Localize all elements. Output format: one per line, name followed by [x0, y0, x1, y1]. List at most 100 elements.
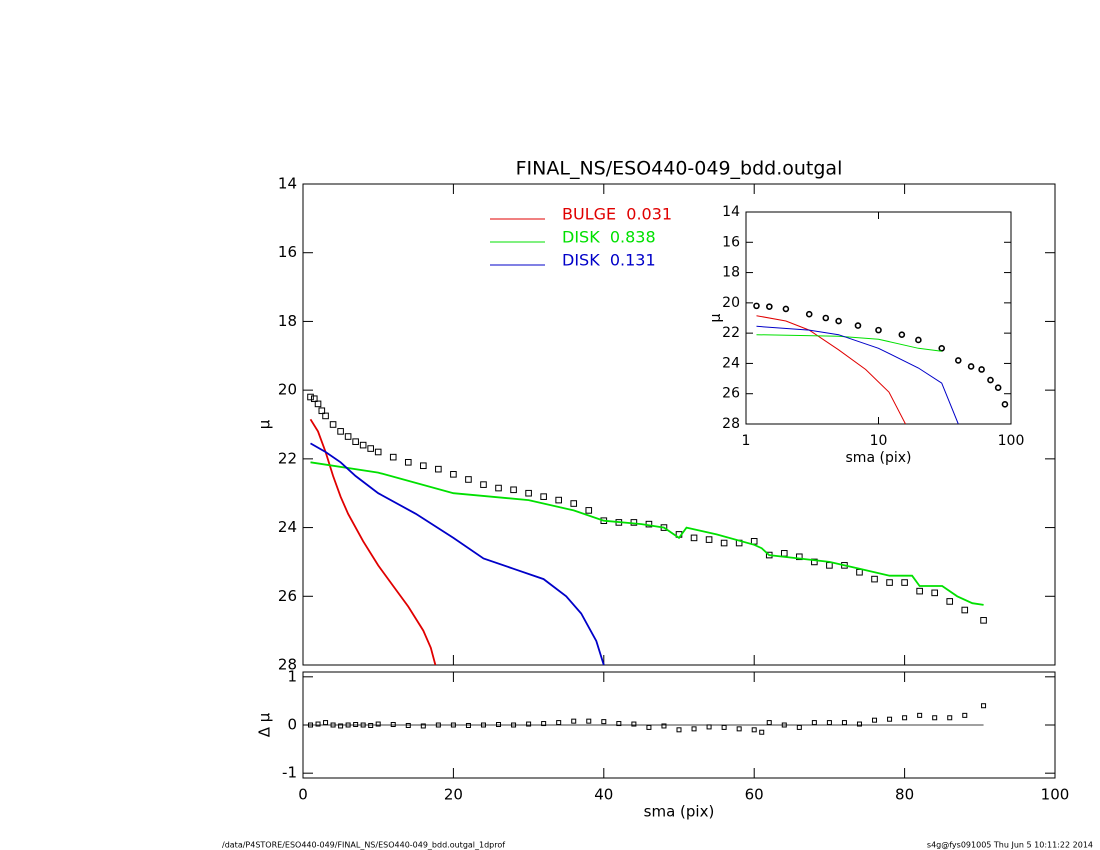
- plot-frame: [745, 211, 1012, 425]
- model-line: [310, 442, 605, 665]
- data-point: [946, 598, 954, 605]
- plot-area: [307, 393, 987, 665]
- data-point: [368, 722, 374, 728]
- data-point: [420, 723, 426, 729]
- x-axis-label: sma (pix): [644, 803, 715, 821]
- x-tick-label: 1: [742, 433, 751, 449]
- data-point: [404, 458, 412, 466]
- y-axis-label: μ: [256, 419, 274, 429]
- data-point: [721, 724, 727, 730]
- data-point: [898, 331, 906, 338]
- data-point: [359, 441, 367, 449]
- data-point: [465, 722, 471, 728]
- y-tick-label: 1: [287, 667, 297, 685]
- data-point: [938, 344, 946, 352]
- data-point: [510, 486, 517, 494]
- x-tick-label: 10: [870, 433, 888, 449]
- data-point: [854, 322, 862, 329]
- data-point: [736, 726, 742, 732]
- data-point: [352, 438, 359, 445]
- y-tick-label: -1: [282, 764, 297, 782]
- y-tick-label: 16: [278, 243, 297, 261]
- data-point: [318, 407, 326, 415]
- data-point: [705, 536, 713, 543]
- data-point: [902, 715, 908, 721]
- data-point: [841, 720, 847, 726]
- y-tick-label: 28: [722, 416, 740, 432]
- y-tick-label: 26: [278, 587, 297, 605]
- data-point: [805, 310, 813, 318]
- data-point: [875, 326, 882, 334]
- data-point: [811, 720, 817, 726]
- data-point: [720, 539, 728, 547]
- data-point: [390, 722, 396, 728]
- x-tick-label: 0: [298, 786, 308, 804]
- data-point: [978, 366, 985, 373]
- data-point: [932, 715, 938, 721]
- data-point: [887, 716, 893, 722]
- chart-title: FINAL_NS/ESO440-049_bdd.outgal: [516, 158, 843, 180]
- data-point: [980, 617, 987, 624]
- y-tick-label: 14: [722, 204, 740, 220]
- data-point: [480, 722, 486, 728]
- data-point: [981, 703, 987, 709]
- data-point: [480, 481, 487, 488]
- data-point: [766, 720, 772, 726]
- data-point: [541, 721, 547, 727]
- data-point: [360, 722, 366, 728]
- data-point: [856, 721, 862, 727]
- model-line: [310, 461, 984, 606]
- data-point: [796, 724, 802, 730]
- data-point: [308, 722, 314, 728]
- x-tick-label: 80: [895, 786, 914, 804]
- data-point: [661, 723, 667, 729]
- data-point: [631, 721, 637, 727]
- y-tick-label: 26: [722, 386, 740, 402]
- y-tick-label: 18: [722, 265, 740, 281]
- data-point: [822, 314, 830, 322]
- y-tick-label: 0: [287, 716, 297, 734]
- model-line: [756, 315, 906, 424]
- data-point: [353, 722, 359, 728]
- data-point: [496, 722, 502, 728]
- data-point: [420, 462, 427, 470]
- x-tick-label: 40: [594, 786, 613, 804]
- y-tick-label: 14: [278, 175, 297, 193]
- y-tick-label: 24: [722, 355, 740, 371]
- data-point: [511, 722, 517, 728]
- data-point: [345, 722, 351, 728]
- data-point: [871, 575, 878, 583]
- data-point: [450, 471, 457, 478]
- data-point: [585, 507, 593, 514]
- data-point: [1001, 401, 1009, 408]
- y-tick-label: 24: [278, 518, 297, 536]
- y-tick-label: 22: [278, 449, 297, 467]
- data-point: [323, 720, 329, 726]
- data-point: [526, 721, 532, 727]
- data-point: [570, 500, 578, 507]
- data-point: [540, 493, 547, 500]
- data-point: [811, 558, 818, 566]
- data-point: [987, 376, 994, 384]
- data-point: [781, 722, 787, 728]
- data-point: [389, 453, 397, 461]
- y-tick-label: 18: [278, 312, 297, 330]
- data-point: [782, 305, 790, 313]
- legend-label: DISK 0.131: [562, 251, 656, 270]
- data-point: [465, 476, 472, 483]
- data-point: [931, 589, 938, 597]
- data-point: [337, 428, 344, 435]
- data-point: [616, 721, 622, 727]
- data-point: [322, 412, 329, 420]
- model-line: [756, 334, 942, 352]
- data-point: [962, 712, 968, 718]
- x-axis-label: sma (pix): [846, 450, 912, 466]
- data-point: [525, 489, 532, 497]
- data-point: [916, 587, 923, 595]
- data-point: [314, 400, 322, 408]
- data-point: [835, 317, 842, 325]
- data-point: [759, 729, 765, 735]
- data-point: [796, 553, 803, 561]
- legend-label: DISK 0.838: [562, 228, 656, 247]
